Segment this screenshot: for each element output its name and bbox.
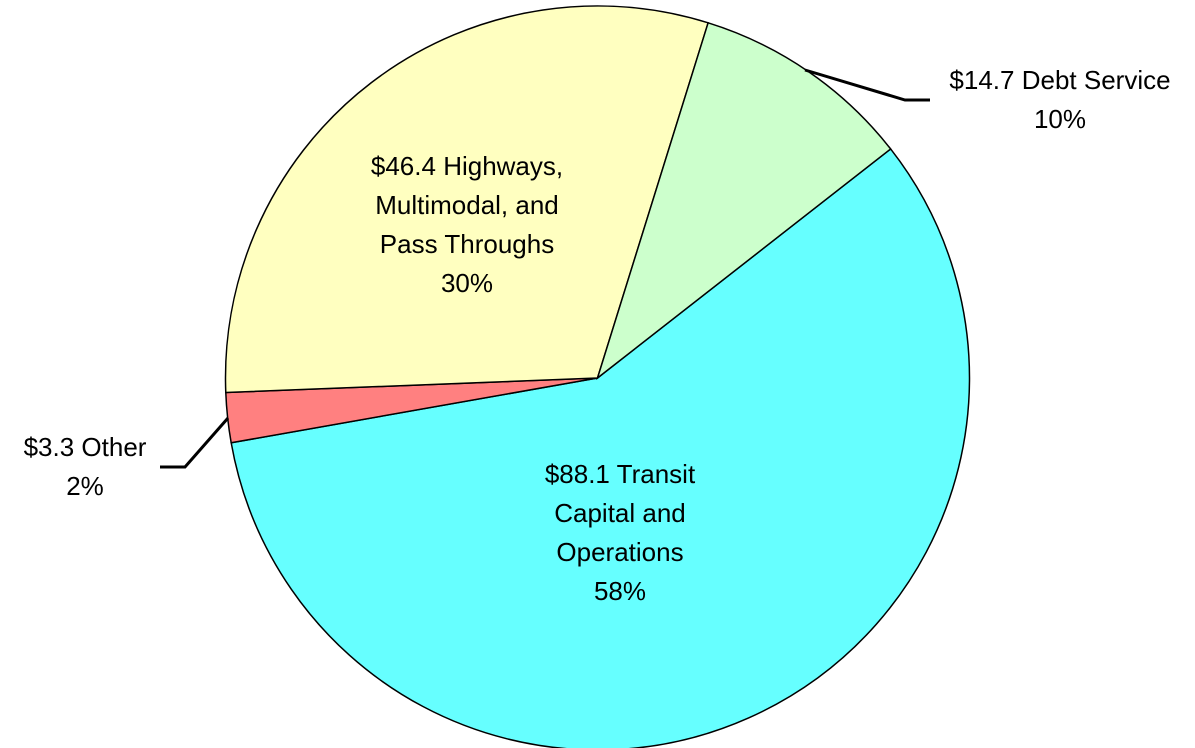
pie-slice [230,147,971,748]
label-text: $3.3 Other [0,428,170,467]
slice-label: $3.3 Other 2% [0,428,170,506]
slice-label: $46.4 Highways, Multimodal, and Pass Thr… [347,147,587,303]
category-label: Highways, Multimodal, and Pass Throughs [375,151,564,259]
value-label: $46.4 [370,151,436,181]
percent-label: 58% [593,576,647,606]
slice-label: $14.7 Debt Service 10% [925,61,1195,139]
value-label: $88.1 [544,459,610,489]
category-label: Debt Service [1021,65,1171,95]
pie-slice [224,5,710,394]
leader-line [160,417,230,469]
percent-label: 10% [1033,104,1087,134]
value-label: $3.3 [23,432,75,462]
label-text: $46.4 Highways, Multimodal, and Pass Thr… [347,147,587,264]
percent-label: 2% [66,471,104,501]
percent-label: 30% [440,268,494,298]
label-text: $88.1 Transit Capital and Operations [525,455,715,572]
leader-line [804,68,930,102]
category-label: Other [81,432,147,462]
label-text: $14.7 Debt Service [925,61,1195,100]
slice-label: $88.1 Transit Capital and Operations 58% [525,455,715,611]
category-label: Transit Capital and Operations [554,459,696,567]
value-label: $14.7 [949,65,1015,95]
